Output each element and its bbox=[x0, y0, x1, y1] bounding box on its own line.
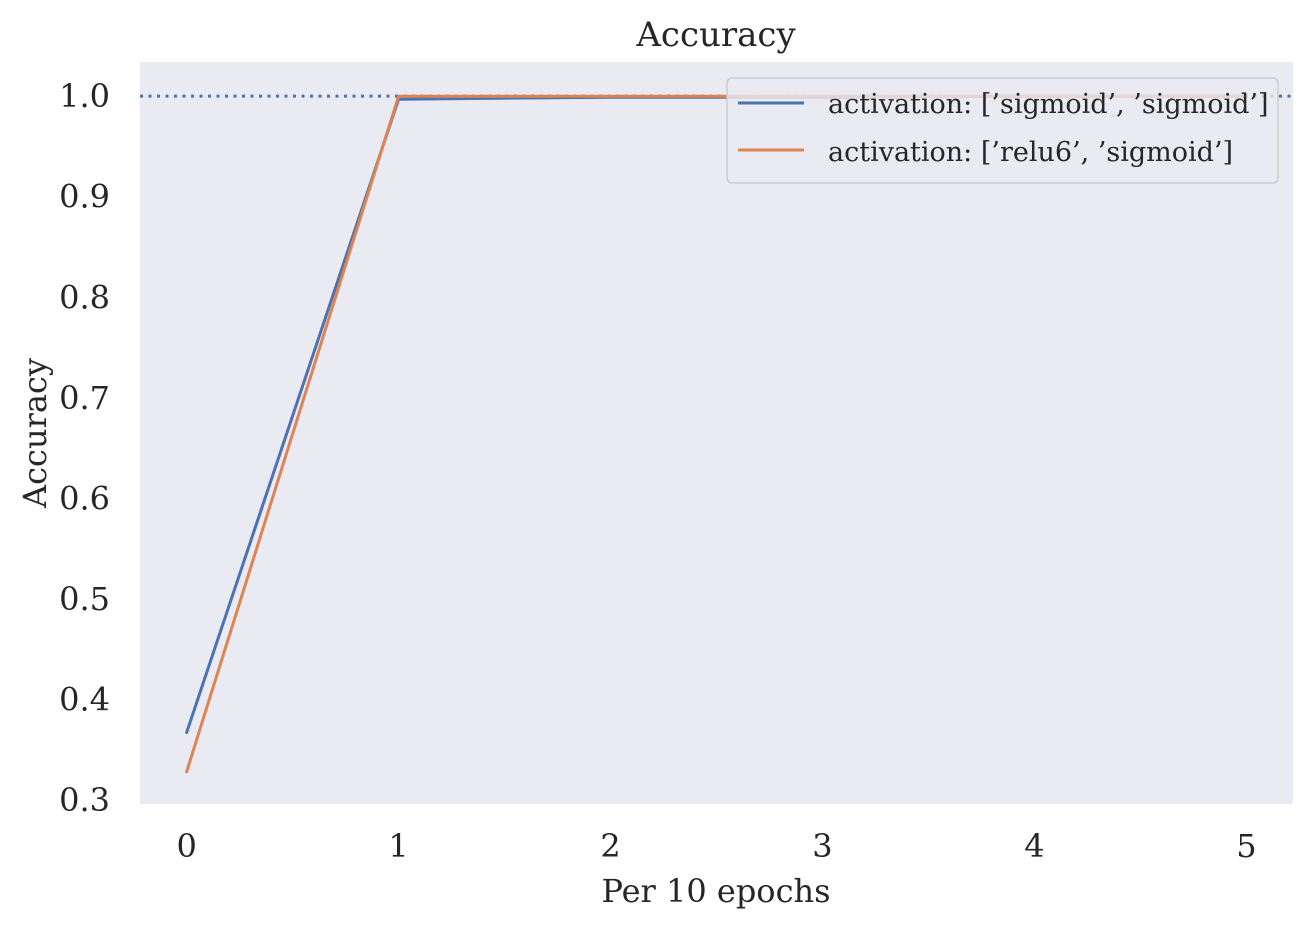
plot-background bbox=[140, 62, 1293, 804]
y-tick-label: 0.9 bbox=[59, 178, 110, 216]
x-tick-label: 1 bbox=[388, 827, 408, 865]
x-tick-labels: 0 1 2 3 4 5 bbox=[176, 827, 1256, 865]
x-tick-label: 4 bbox=[1024, 827, 1044, 865]
legend: activation: [’sigmoid’, ’sigmoid’] activ… bbox=[726, 77, 1279, 184]
y-axis-label: Accuracy bbox=[16, 358, 54, 509]
y-tick-label: 0.6 bbox=[59, 479, 110, 517]
legend-label-relu6-sigmoid: activation: [’relu6’, ’sigmoid’] bbox=[828, 137, 1233, 168]
y-tick-label: 0.8 bbox=[59, 278, 110, 316]
x-tick-label: 2 bbox=[600, 827, 620, 865]
legend-label-sigmoid-sigmoid: activation: [’sigmoid’, ’sigmoid’] bbox=[828, 89, 1269, 120]
x-axis-label: Per 10 epochs bbox=[601, 872, 830, 910]
y-tick-label: 1.0 bbox=[59, 77, 110, 115]
x-tick-label: 5 bbox=[1236, 827, 1256, 865]
y-tick-label: 0.4 bbox=[59, 680, 110, 718]
y-tick-label: 0.5 bbox=[59, 580, 110, 618]
x-tick-label: 0 bbox=[176, 827, 196, 865]
y-tick-label: 0.7 bbox=[59, 379, 110, 417]
y-tick-labels: 0.3 0.4 0.5 0.6 0.7 0.8 0.9 1.0 bbox=[59, 77, 110, 819]
legend-box bbox=[726, 77, 1279, 184]
chart-title: Accuracy bbox=[635, 15, 796, 55]
y-tick-label: 0.3 bbox=[59, 781, 110, 819]
x-tick-label: 3 bbox=[812, 827, 832, 865]
